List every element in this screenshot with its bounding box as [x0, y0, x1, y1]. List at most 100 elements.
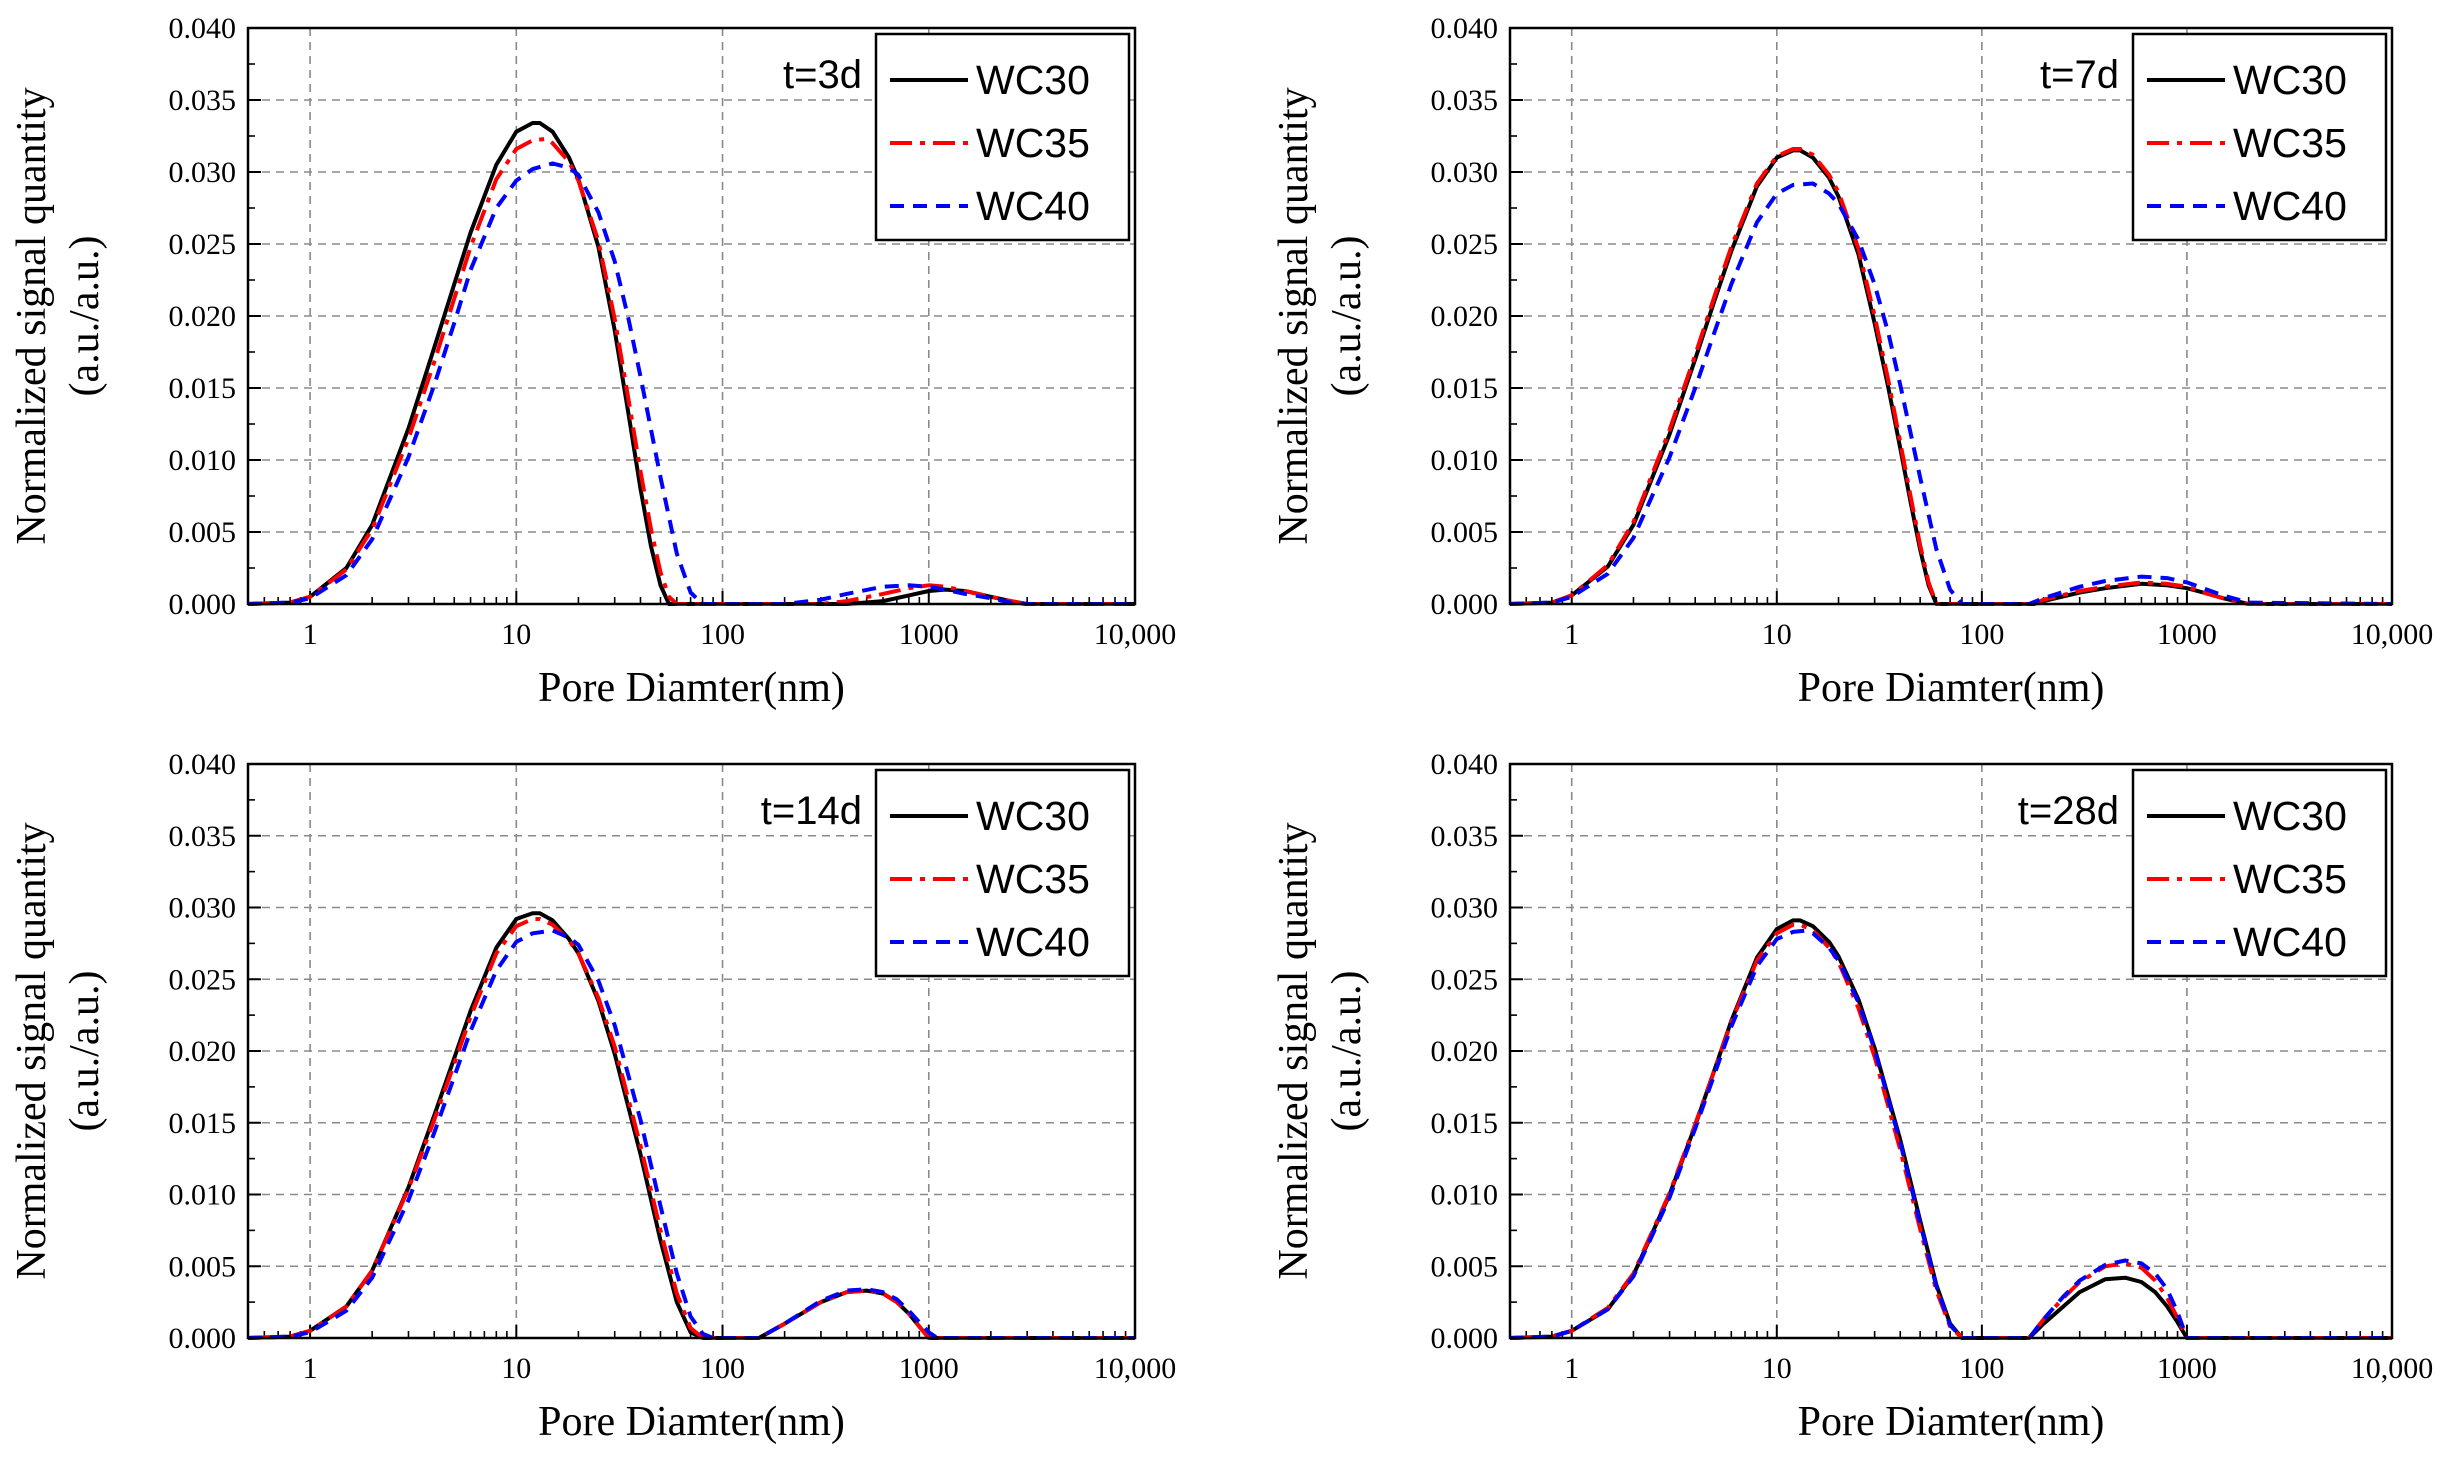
x-axis-label: Pore Diamter(nm)	[1798, 1399, 2105, 1445]
panel-annotation: t=28d	[2018, 789, 2119, 833]
legend-label: WC40	[976, 183, 1090, 229]
x-tick-label: 10	[1762, 618, 1792, 651]
legend: WC30 WC35 WC40	[874, 32, 1131, 242]
panel-annotation: t=3d	[783, 53, 862, 97]
chart-panel-1: 1 10 100 1000 10,000 0.000 0.005 0.010 0.015 0.02…	[9, 12, 1176, 711]
legend-label: WC40	[2233, 183, 2347, 229]
x-axis-label: Pore Diamter(nm)	[1798, 665, 2105, 711]
y-axis-label-line1: Normalized signal quantity	[1271, 822, 1317, 1279]
x-tick-label: 1	[1564, 618, 1579, 651]
y-tick-label: 0.000	[169, 588, 237, 621]
y-axis-label-line1: Normalized signal quantity	[9, 87, 55, 544]
series-line-wc40	[1509, 928, 2392, 1340]
series-line-wc30	[1509, 918, 2392, 1340]
y-tick-label: 0.005	[169, 1250, 237, 1283]
panel-annotation: t=14d	[761, 789, 862, 833]
legend-label: WC35	[976, 120, 1090, 166]
y-tick-label: 0.040	[1431, 748, 1499, 781]
x-tick-label: 10,000	[2351, 1352, 2434, 1385]
x-tick-label: 100	[700, 1352, 745, 1385]
x-axis-label: Pore Diamter(nm)	[538, 665, 845, 711]
y-tick-label: 0.035	[169, 84, 237, 117]
x-tick-label: 1000	[899, 1352, 959, 1385]
plot-frame	[246, 762, 1137, 1340]
panel-annotation: t=7d	[2040, 53, 2119, 97]
y-tick-label: 0.020	[169, 300, 237, 333]
y-tick-label: 0.005	[1431, 516, 1499, 549]
y-tick-label: 0.015	[169, 372, 237, 405]
legend-label: WC35	[976, 856, 1090, 902]
x-tick-label: 1000	[899, 618, 959, 651]
y-tick-label: 0.005	[169, 516, 237, 549]
y-tick-label: 0.000	[169, 1322, 237, 1355]
series-line-wc40	[247, 161, 1135, 606]
legend-label: WC35	[2233, 856, 2347, 902]
x-tick-label: 1000	[2157, 1352, 2217, 1385]
y-tick-label: 0.020	[169, 1035, 237, 1068]
x-tick-label: 100	[1959, 1352, 2004, 1385]
series-line-wc40	[247, 928, 1135, 1340]
series-line-wc35	[1509, 147, 2392, 606]
y-tick-label: 0.000	[1431, 1322, 1499, 1355]
series-line-wc35	[247, 136, 1135, 606]
x-tick-label: 10,000	[1094, 618, 1177, 651]
y-tick-label: 0.040	[1431, 12, 1499, 45]
chart-panel-2: 1 10 100 1000 10,000 0.000 0.005 0.010 0.015 0.02…	[1271, 12, 2433, 711]
y-tick-label: 0.015	[1431, 372, 1499, 405]
y-tick-label: 0.025	[1431, 963, 1499, 996]
y-tick-label: 0.020	[1431, 300, 1499, 333]
y-tick-label: 0.020	[1431, 1035, 1499, 1068]
chart-panel-4: 1 10 100 1000 10,000 0.000 0.005 0.010 0.015 0.02…	[1271, 748, 2433, 1445]
x-tick-label: 10	[501, 618, 531, 651]
x-tick-label: 10,000	[2351, 618, 2434, 651]
y-tick-label: 0.035	[1431, 84, 1499, 117]
plot-frame	[1508, 26, 2394, 606]
plot-frame	[246, 26, 1137, 606]
y-tick-label: 0.030	[169, 892, 237, 925]
y-tick-label: 0.010	[1431, 444, 1499, 477]
y-tick-label: 0.030	[169, 156, 237, 189]
x-tick-label: 100	[1959, 618, 2004, 651]
legend-label: WC30	[976, 57, 1090, 103]
y-axis-label-line2: (a.u./a.u.)	[62, 236, 108, 397]
y-tick-label: 0.035	[169, 820, 237, 853]
x-tick-label: 1	[303, 618, 318, 651]
series-line-wc40	[1509, 181, 2393, 606]
y-tick-label: 0.035	[1431, 820, 1499, 853]
legend-label: WC40	[2233, 919, 2347, 965]
chart-panel-3: 1 10 100 1000 10,000 0.000 0.005 0.010 0.015 0.02…	[9, 748, 1176, 1445]
y-tick-label: 0.025	[169, 963, 237, 996]
x-axis-label: Pore Diamter(nm)	[538, 1399, 845, 1445]
plot-frame	[1508, 762, 2394, 1340]
y-tick-label: 0.005	[1431, 1250, 1499, 1283]
legend-label: WC30	[2233, 793, 2347, 839]
y-tick-label: 0.010	[169, 1179, 237, 1212]
legend-label: WC30	[976, 793, 1090, 839]
x-tick-label: 100	[700, 618, 745, 651]
y-tick-label: 0.040	[169, 748, 237, 781]
y-tick-label: 0.025	[1431, 228, 1499, 261]
y-tick-label: 0.010	[1431, 1179, 1499, 1212]
x-tick-label: 1000	[2157, 618, 2217, 651]
series-line-wc30	[247, 121, 1135, 606]
y-axis-label-line1: Normalized signal quantity	[1271, 87, 1317, 544]
y-tick-label: 0.030	[1431, 892, 1499, 925]
y-tick-label: 0.040	[169, 12, 237, 45]
x-tick-label: 1	[1564, 1352, 1579, 1385]
y-tick-label: 0.000	[1431, 588, 1499, 621]
legend: WC30 WC35 WC40	[2131, 32, 2388, 242]
x-tick-label: 10	[501, 1352, 531, 1385]
series-line-wc35	[1509, 922, 2392, 1340]
x-tick-label: 10	[1762, 1352, 1792, 1385]
y-tick-label: 0.025	[169, 228, 237, 261]
y-tick-label: 0.030	[1431, 156, 1499, 189]
legend: WC30 WC35 WC40	[874, 768, 1131, 978]
y-axis-label-line2: (a.u./a.u.)	[1324, 971, 1370, 1132]
y-tick-label: 0.010	[169, 444, 237, 477]
legend-label: WC40	[976, 919, 1090, 965]
y-axis-label-line2: (a.u./a.u.)	[62, 971, 108, 1132]
y-axis-label-line1: Normalized signal quantity	[9, 822, 55, 1279]
y-tick-label: 0.015	[169, 1107, 237, 1140]
legend-label: WC35	[2233, 120, 2347, 166]
y-axis-label-line2: (a.u./a.u.)	[1324, 236, 1370, 397]
